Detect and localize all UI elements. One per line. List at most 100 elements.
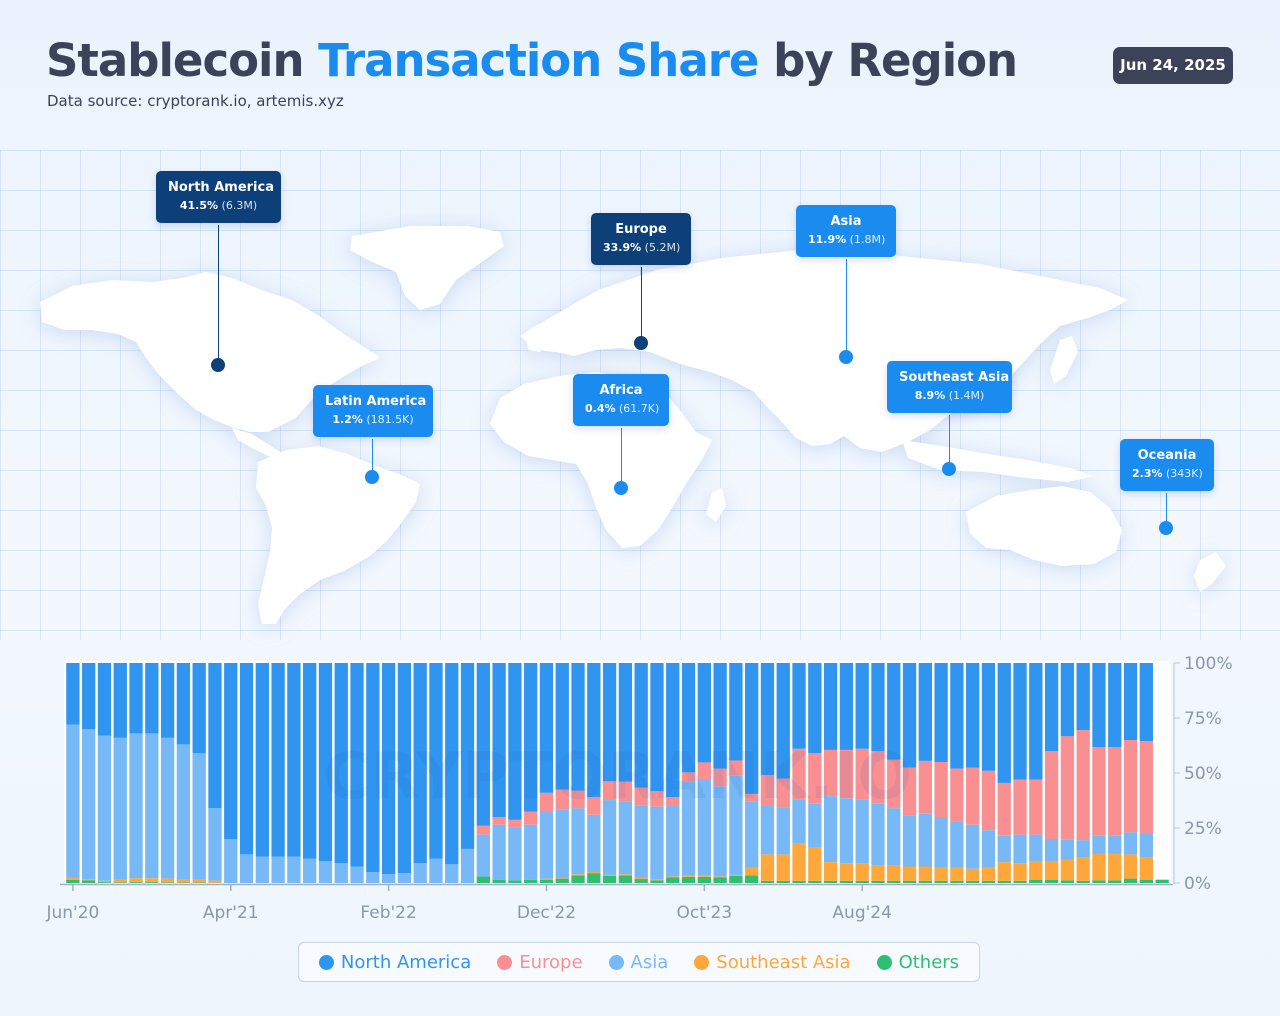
bar-segment	[445, 864, 459, 883]
region-label-southeast-asia: Southeast Asia 8.9% (1.4M)	[887, 361, 1012, 413]
region-label-europe: Europe 33.9% (5.2M)	[591, 213, 691, 265]
bar-segment	[760, 806, 775, 855]
bar-segment	[1076, 840, 1090, 858]
region-label-asia: Asia 11.9% (1.8M)	[796, 205, 896, 257]
bar-segment	[571, 808, 585, 875]
bar-segment	[618, 874, 633, 876]
greenland-shape	[350, 226, 504, 310]
bar-segment	[82, 663, 96, 729]
central-america-shape	[232, 428, 288, 462]
bar-segment	[366, 872, 380, 883]
bar-segment	[997, 663, 1011, 783]
bar-segment	[776, 807, 790, 855]
region-dot-north-america	[211, 358, 225, 372]
bar-segment	[587, 663, 601, 798]
bar-segment	[208, 663, 222, 809]
bar-segment	[318, 861, 333, 883]
bar-segment	[981, 770, 996, 831]
bar-segment	[587, 814, 601, 872]
bar-segment	[318, 663, 333, 861]
legend-item: North America	[318, 952, 471, 973]
bar-segment	[413, 863, 427, 883]
legend-item: Southeast Asia	[694, 952, 851, 973]
bar-segment	[555, 809, 569, 878]
bar-segment	[950, 768, 964, 822]
bar-segment	[823, 880, 838, 883]
x-tick-label: Dec'22	[517, 903, 576, 923]
x-tick-label: Apr'21	[203, 903, 259, 923]
new-zealand-shape	[1194, 552, 1226, 592]
region-name: Southeast Asia	[899, 370, 1010, 385]
bar-segment	[839, 749, 854, 799]
bar-segment	[381, 874, 396, 883]
bar-segment	[397, 663, 412, 874]
bar-segment	[760, 775, 775, 806]
legend-item: Asia	[608, 952, 668, 973]
bar-segment	[713, 877, 727, 883]
bar-segment	[1092, 747, 1106, 836]
bar-segment	[602, 875, 617, 883]
bar-segment	[902, 866, 917, 881]
title-accent: Transaction Share	[318, 34, 759, 87]
bar-segment	[760, 880, 775, 883]
bar-segment	[129, 733, 143, 879]
bar-segment	[934, 762, 948, 817]
bar-segment	[1044, 663, 1059, 751]
bar-segment	[508, 819, 522, 828]
region-percent: 1.2%	[332, 413, 363, 426]
bar-segment	[555, 878, 569, 883]
region-name: Europe	[615, 222, 667, 237]
bar-segment	[476, 825, 490, 835]
legend-swatch	[497, 954, 513, 970]
bar-segment	[666, 797, 680, 806]
region-stem	[621, 428, 622, 482]
bar-segment	[918, 760, 932, 814]
region-count: (181.5K)	[366, 413, 414, 426]
region-stem	[218, 225, 219, 360]
bar-segment	[160, 882, 175, 883]
bar-segment	[681, 663, 696, 773]
bar-segment	[981, 880, 996, 883]
page-title: Stablecoin Transaction Share by Region	[46, 34, 1018, 87]
bar-segment	[697, 663, 711, 763]
bar-segment	[618, 875, 633, 883]
bar-segment	[539, 878, 554, 880]
bar-segment	[634, 879, 648, 883]
bar-segment	[997, 862, 1011, 881]
bar-segment	[855, 663, 869, 749]
region-values: 0.4% (61.7K)	[585, 400, 660, 418]
bar-segment	[145, 882, 159, 883]
region-name: North America	[168, 180, 274, 195]
bar-segment	[839, 863, 854, 881]
bar-segment	[350, 663, 364, 867]
region-name: Africa	[599, 383, 643, 398]
bar-segment	[1060, 736, 1075, 840]
legend-label: Others	[898, 951, 960, 973]
north-america-shape	[40, 272, 380, 432]
data-source: Data source: cryptorank.io, artemis.xyz	[47, 92, 344, 110]
bar-segment	[476, 663, 490, 826]
region-count: (1.8M)	[849, 233, 886, 246]
bar-segment	[255, 856, 269, 883]
bar-segment	[271, 856, 285, 883]
bar-segment	[1139, 663, 1153, 742]
bar-segment	[966, 663, 980, 768]
bar-segment	[587, 872, 601, 874]
bar-segment	[350, 866, 364, 883]
y-tick-label: 50%	[1184, 764, 1222, 784]
bar-segment	[1013, 863, 1027, 881]
bar-segment	[697, 875, 711, 877]
bar-segment	[97, 735, 112, 881]
bar-segment	[539, 811, 554, 879]
region-percent: 33.9%	[603, 241, 642, 254]
y-tick-label: 0%	[1184, 874, 1211, 894]
title-part-2: by Region	[758, 34, 1018, 87]
region-percent: 0.4%	[585, 402, 616, 415]
bar-segment	[792, 799, 806, 844]
region-count: (61.7K)	[619, 402, 660, 415]
bar-segment	[1029, 779, 1043, 835]
bar-segment	[966, 767, 980, 825]
bar-segment	[334, 863, 348, 883]
bar-segment	[729, 775, 743, 875]
bar-segment	[176, 744, 191, 880]
